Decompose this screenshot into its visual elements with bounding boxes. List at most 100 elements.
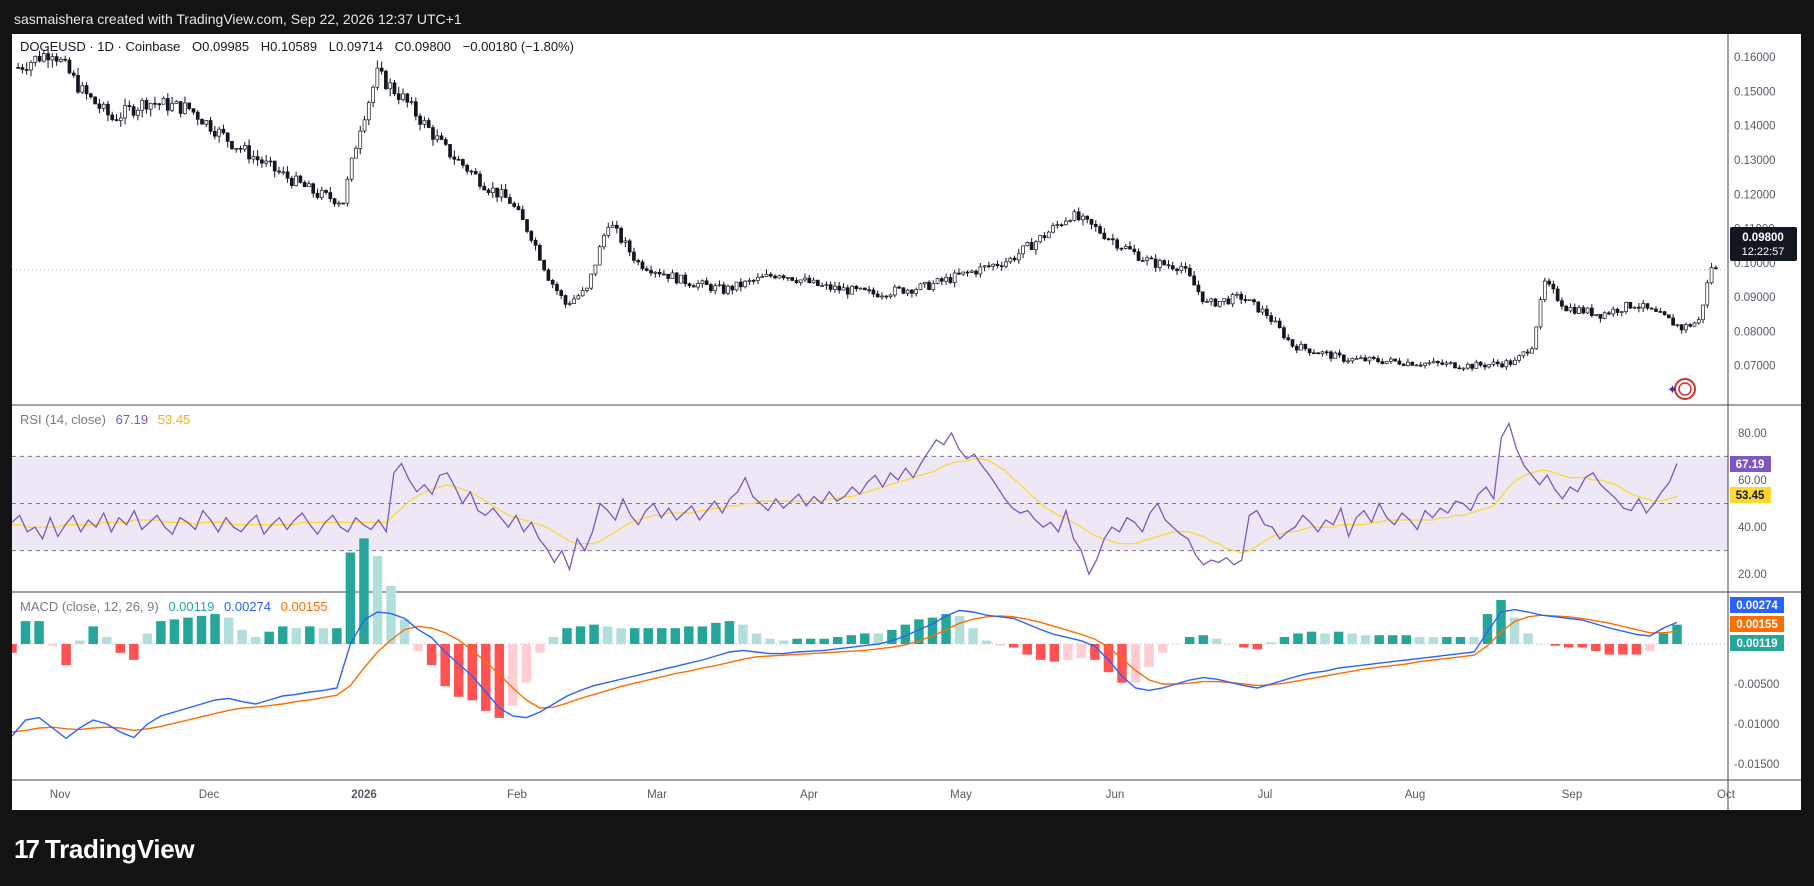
hist-badge-bg	[1730, 635, 1784, 651]
candle-body	[136, 109, 140, 116]
candle-body	[927, 281, 931, 290]
candle-body	[1615, 308, 1620, 313]
macd-hist-bar	[1049, 644, 1060, 662]
candle-body	[905, 289, 910, 294]
candle-body	[1290, 339, 1295, 347]
macd-hist-bar	[1306, 631, 1317, 644]
macd-hist-bar	[1347, 633, 1357, 644]
macd-hist-bar	[535, 644, 545, 653]
candle-body	[935, 278, 940, 284]
l-label: L	[329, 39, 336, 54]
candle-body	[76, 75, 80, 93]
macd-hist-bar	[521, 644, 532, 683]
macd-hist-bar	[670, 628, 681, 644]
candle-body	[1705, 282, 1710, 306]
macd-legend: MACD (close, 12, 26, 9) 0.00119 0.00274 …	[20, 599, 328, 614]
candle-body	[1042, 235, 1047, 239]
candle-body	[1158, 260, 1162, 268]
candle-body	[858, 287, 863, 290]
candle-body	[461, 159, 465, 166]
macd-hist-bar	[981, 640, 992, 644]
candle-body	[726, 285, 730, 294]
candle-body	[1487, 364, 1492, 368]
macd-hist-bar	[1184, 636, 1195, 644]
macd-hist-bar	[1225, 644, 1236, 645]
candle-body	[1162, 260, 1167, 266]
candle-body	[80, 85, 85, 93]
candle-body	[696, 283, 700, 288]
time-tick-label: Dec	[199, 789, 220, 801]
candle-body	[619, 227, 623, 243]
rsi-pane[interactable]: 80.00 60.00 40.00 20.00 RSI (14, close) 67.…	[12, 412, 1771, 581]
macd-hist-bar	[34, 621, 44, 644]
candle-body	[495, 187, 499, 198]
candle-body	[1081, 215, 1085, 221]
candle-body	[1602, 312, 1607, 319]
macd-hist-bar	[1157, 644, 1168, 653]
candle-body	[666, 273, 670, 279]
macd-hist-bar	[156, 621, 166, 644]
candle-body	[1594, 314, 1598, 316]
candle-body	[897, 286, 901, 289]
candle-body	[743, 280, 747, 288]
candle-body	[413, 101, 418, 117]
macd-hist-bar	[738, 624, 748, 644]
price-tick-label: 0.07000	[1734, 361, 1776, 373]
signal-badge-value: 0.00155	[1736, 619, 1778, 631]
candle-body	[820, 285, 824, 287]
macd-hist-bar	[47, 644, 58, 646]
macd-hist-bar	[1401, 635, 1412, 644]
candle-body	[337, 202, 341, 205]
candle-body	[422, 120, 427, 125]
candle-body	[1624, 302, 1628, 312]
macd-hist-bar	[1333, 631, 1344, 644]
candle-body	[110, 114, 115, 120]
flag-icon[interactable]: ✦	[1667, 378, 1696, 400]
candle-body	[401, 93, 405, 100]
macd-hist-bar	[1455, 636, 1466, 644]
candle-body	[1530, 348, 1534, 354]
rsi-ma-badge-bg	[1730, 487, 1771, 503]
candle-body	[1666, 314, 1671, 319]
macd-hist-bar	[1591, 644, 1601, 652]
macd-hist-bar	[1212, 638, 1222, 644]
candle-body	[1170, 265, 1175, 270]
candle-body	[439, 135, 444, 140]
macd-hist-bar	[914, 619, 924, 644]
macd-hist-bar	[1063, 644, 1073, 660]
candle-body	[208, 120, 213, 132]
candle-body	[1230, 294, 1235, 305]
candle-body	[354, 148, 358, 159]
candle-body	[1076, 211, 1081, 221]
macd-hist-bar	[20, 621, 31, 644]
rsi-tick-label: 20.00	[1738, 569, 1767, 581]
chart-canvas[interactable]: 0.160000.150000.140000.130000.120000.110…	[12, 34, 1801, 810]
attribution-header: sasmaishera created with TradingView.com…	[14, 11, 462, 27]
candle-body	[118, 117, 123, 121]
price-tick-label: 0.13000	[1734, 155, 1776, 167]
candle-body	[384, 70, 388, 90]
candle-body	[1051, 225, 1055, 233]
chart-frame[interactable]: 0.160000.150000.140000.130000.120000.110…	[12, 34, 1801, 810]
tradingview-logo[interactable]: 17 TradingView	[14, 834, 195, 865]
candle-body	[1098, 226, 1102, 234]
candle-body	[1692, 322, 1697, 327]
candle-body	[366, 102, 371, 121]
price-pane[interactable]: 0.160000.150000.140000.130000.120000.110…	[12, 39, 1797, 400]
candle-body	[46, 53, 50, 61]
candle-body	[815, 279, 820, 286]
candle-body	[503, 189, 508, 198]
macd-hist-bar	[995, 644, 1005, 646]
candle-body	[854, 285, 859, 290]
candle-body	[807, 277, 812, 284]
candle-body	[747, 280, 752, 282]
candle-body	[512, 203, 517, 207]
candle-body	[1534, 326, 1539, 350]
candle-body	[790, 277, 795, 281]
macd-hist-bar	[61, 644, 71, 666]
candle-body	[576, 295, 581, 300]
candle-body	[1140, 260, 1145, 262]
candle-body	[1093, 223, 1098, 227]
candle-body	[1085, 215, 1090, 220]
